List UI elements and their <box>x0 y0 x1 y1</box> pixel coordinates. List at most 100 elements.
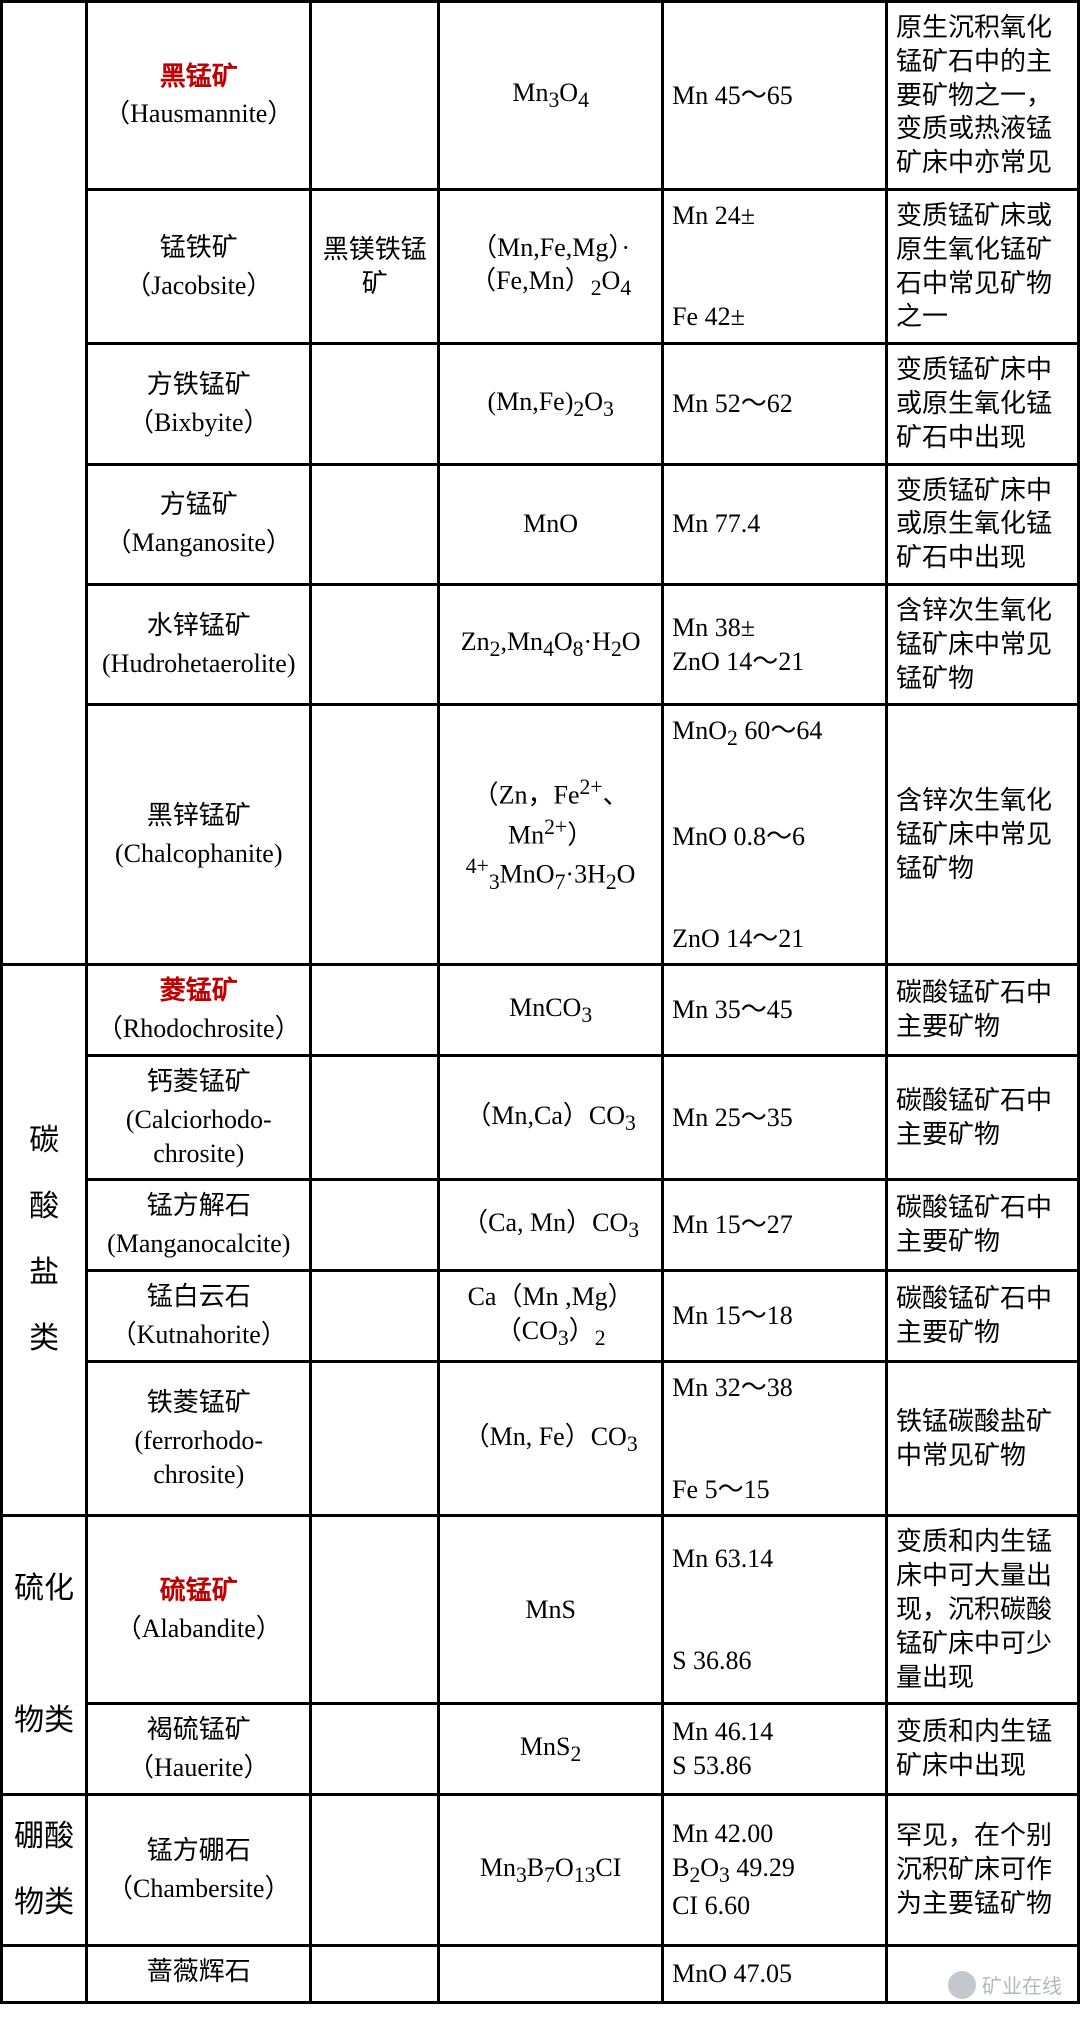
formula-cell: (Mn,Fe)2O3 <box>439 344 663 464</box>
formula-cell: （Mn,Fe,Mg）·（Fe,Mn）2O4 <box>439 189 663 343</box>
mineral-name: 锰白云石 （Kutnahorite） <box>87 1271 311 1362</box>
description-cell: 碳酸锰矿石中主要矿物 <box>887 1056 1079 1180</box>
description-cell: 罕见，在个别沉积矿床可作为主要锰矿物 <box>887 1794 1079 1945</box>
name-en: （Manganosite） <box>94 526 303 560</box>
name-cn: 锰白云石 <box>94 1280 303 1314</box>
variant-cell: 黑镁铁锰矿 <box>311 189 439 343</box>
name-cn: 方铁锰矿 <box>94 368 303 402</box>
table-row: 硼酸物类锰方硼石 （Chambersite） Mn3B7O13CIMn 42.00B… <box>2 1794 1079 1945</box>
formula-cell: Zn2,Mn4O8·H2O <box>439 584 663 704</box>
name-cn: 硫锰矿 <box>94 1574 303 1608</box>
category-cell <box>2 1945 87 2002</box>
name-en: (Manganocalcite) <box>94 1227 303 1261</box>
name-en: (Calciorhodo-chrosite) <box>94 1103 303 1171</box>
description-cell: 变质和内生锰矿床中出现 <box>887 1704 1079 1795</box>
composition-cell: Mn 46.14S 53.86 <box>663 1704 887 1795</box>
name-en: （Hausmannite） <box>94 97 303 131</box>
table-row: 褐硫锰矿（Hauerite） MnS2Mn 46.14S 53.86变质和内生锰矿… <box>2 1704 1079 1795</box>
name-cn: 锰方硼石 <box>94 1834 303 1868</box>
minerals-table: 黑锰矿（Hausmannite）Mn3O4Mn 45～65原生沉积氧化锰矿石中的… <box>0 0 1080 2004</box>
table-row: 锰白云石 （Kutnahorite） Ca（Mn ,Mg）（CO3）2Mn 15～1… <box>2 1271 1079 1362</box>
wechat-icon <box>948 1971 976 1999</box>
watermark-text: 矿业在线 <box>982 1970 1062 1999</box>
formula-cell: MnO <box>439 464 663 584</box>
variant-cell <box>311 1945 439 2002</box>
category-cell: 碳酸盐类 <box>2 965 87 1516</box>
name-cn: 黑锰矿 <box>94 60 303 94</box>
formula-cell: （Mn, Fe）CO3 <box>439 1362 663 1516</box>
name-en: （Chambersite） <box>94 1872 303 1906</box>
mineral-name: 黑锌锰矿(Chalcophanite) <box>87 705 311 965</box>
description-cell: 变质和内生锰床中可大量出现，沉积碳酸锰矿床中可少量出现 <box>887 1516 1079 1704</box>
variant-cell <box>311 584 439 704</box>
table-row: 蔷薇辉石 MnO 47.05 <box>2 1945 1079 2002</box>
name-en: （Kutnahorite） <box>94 1318 303 1352</box>
name-en: （Rhodochrosite） <box>94 1012 303 1046</box>
variant-cell <box>311 2 439 190</box>
variant-cell <box>311 1704 439 1795</box>
formula-cell: Ca（Mn ,Mg）（CO3）2 <box>439 1271 663 1362</box>
name-cn: 钙菱锰矿 <box>94 1065 303 1099</box>
category-cell: 硫化物类 <box>2 1516 87 1795</box>
table-row: 黑锌锰矿(Chalcophanite)（Zn，Fe2+、Mn2+）4+3MnO7… <box>2 705 1079 965</box>
name-cn: 锰方解石 <box>94 1189 303 1223</box>
composition-cell: Mn 35～45 <box>663 965 887 1056</box>
mineral-name: 硫锰矿 （Alabandite） <box>87 1516 311 1704</box>
mineral-name: 方锰矿 （Manganosite） <box>87 464 311 584</box>
formula-cell: Mn3O4 <box>439 2 663 190</box>
table-row: 硫化物类硫锰矿（Alabandite）MnSMn 63.14S 36.86变质和… <box>2 1516 1079 1704</box>
formula-cell: （Mn,Ca）CO3 <box>439 1056 663 1180</box>
composition-cell: Mn 24±Fe 42± <box>663 189 887 343</box>
mineral-name: 褐硫锰矿（Hauerite） <box>87 1704 311 1795</box>
name-cn: 铁菱锰矿 <box>94 1386 303 1420</box>
variant-cell <box>311 344 439 464</box>
variant-cell <box>311 1516 439 1704</box>
description-cell: 变质锰矿床中或原生氧化锰矿石中出现 <box>887 344 1079 464</box>
composition-cell: Mn 42.00B2O3 49.29CI 6.60 <box>663 1794 887 1945</box>
variant-cell <box>311 1794 439 1945</box>
description-cell: 碳酸锰矿石中主要矿物 <box>887 965 1079 1056</box>
variant-cell <box>311 464 439 584</box>
composition-cell: Mn 77.4 <box>663 464 887 584</box>
formula-cell <box>439 1945 663 2002</box>
name-en: (Chalcophanite) <box>94 837 303 871</box>
category-cell: 硼酸物类 <box>2 1794 87 1945</box>
table-row: 钙菱锰矿 (Calciorhodo-chrosite) （Mn,Ca）CO3Mn 2… <box>2 1056 1079 1180</box>
mineral-name: 黑锰矿（Hausmannite） <box>87 2 311 190</box>
mineral-name: 锰铁矿（Jacobsite） <box>87 189 311 343</box>
composition-cell: Mn 52～62 <box>663 344 887 464</box>
table-row: 锰方解石(Manganocalcite)（Ca, Mn）CO3Mn 15～27碳… <box>2 1180 1079 1271</box>
name-cn: 蔷薇辉石 <box>94 1955 303 1989</box>
variant-cell <box>311 1056 439 1180</box>
table-row: 方锰矿（Manganosite）MnOMn 77.4变质锰矿床中或原生氧化锰矿石… <box>2 464 1079 584</box>
composition-cell: Mn 38±ZnO 14～21 <box>663 584 887 704</box>
mineral-name: 铁菱锰矿 (ferrorhodo-chrosite) <box>87 1362 311 1516</box>
composition-cell: Mn 25～35 <box>663 1056 887 1180</box>
composition-cell: Mn 15～18 <box>663 1271 887 1362</box>
name-en: （Hauerite） <box>94 1751 303 1785</box>
name-en: （Alabandite） <box>94 1612 303 1646</box>
mineral-name: 锰方解石 (Manganocalcite) <box>87 1180 311 1271</box>
name-en: （Bixbyite） <box>94 406 303 440</box>
name-en: (Hudrohetaerolite) <box>94 647 303 681</box>
formula-cell: Mn3B7O13CI <box>439 1794 663 1945</box>
composition-cell: MnO 47.05 <box>663 1945 887 2002</box>
description-cell: 原生沉积氧化锰矿石中的主要矿物之一，变质或热液锰矿床中亦常见 <box>887 2 1079 190</box>
mineral-name: 菱锰矿 （Rhodochrosite） <box>87 965 311 1056</box>
name-cn: 菱锰矿 <box>94 974 303 1008</box>
formula-cell: MnS2 <box>439 1704 663 1795</box>
description-cell: 铁锰碳酸盐矿中常见矿物 <box>887 1362 1079 1516</box>
composition-cell: Mn 15～27 <box>663 1180 887 1271</box>
variant-cell <box>311 1180 439 1271</box>
table-row: 水锌锰矿(Hudrohetaerolite)Zn2,Mn4O8·H2OMn 38… <box>2 584 1079 704</box>
table-row: 碳酸盐类菱锰矿（Rhodochrosite）MnCO3Mn 35～45碳酸锰矿石… <box>2 965 1079 1056</box>
formula-cell: （Ca, Mn）CO3 <box>439 1180 663 1271</box>
table-row: 铁菱锰矿(ferrorhodo-chrosite)（Mn, Fe）CO3Mn 3… <box>2 1362 1079 1516</box>
variant-cell <box>311 705 439 965</box>
name-cn: 方锰矿 <box>94 488 303 522</box>
name-en: (ferrorhodo-chrosite) <box>94 1424 303 1492</box>
name-cn: 锰铁矿 <box>94 231 303 265</box>
description-cell: 碳酸锰矿石中主要矿物 <box>887 1271 1079 1362</box>
description-cell: 含锌次生氧化锰矿床中常见锰矿物 <box>887 584 1079 704</box>
table-row: 方铁锰矿 （Bixbyite） (Mn,Fe)2O3Mn 52～62变质锰矿床中或原… <box>2 344 1079 464</box>
